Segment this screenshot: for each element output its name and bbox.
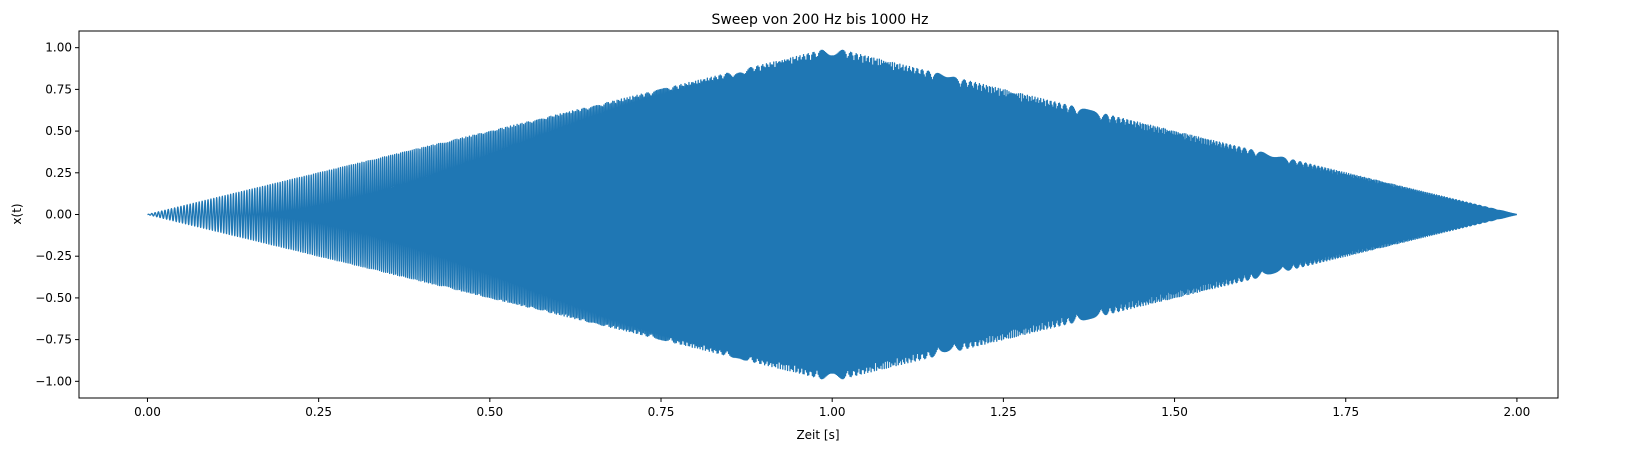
x-tick-label: 0.50	[476, 405, 503, 419]
x-tick-label: 2.00	[1504, 405, 1531, 419]
y-tick-label: 0.25	[45, 166, 72, 180]
y-tick-label: 0.50	[45, 124, 72, 138]
y-tick-label: 0.00	[45, 208, 72, 222]
y-tick-label: −1.00	[35, 374, 72, 388]
x-tick-label: 0.75	[648, 405, 675, 419]
x-tick-label: 1.00	[819, 405, 846, 419]
axes: 0.00 0.25 0.50 0.75 1.00 1.25 1.50 1.75 2.00 1.00…	[35, 30, 1559, 419]
x-tick-label: 1.75	[1332, 405, 1359, 419]
x-tick-label: 1.25	[990, 405, 1017, 419]
y-tick-label: −0.25	[35, 249, 72, 263]
x-tick-label: 0.25	[305, 405, 332, 419]
y-tick-label: 0.75	[45, 82, 72, 96]
plot-area	[146, 49, 1518, 380]
series-line-0	[146, 49, 1518, 380]
x-tick-label: 1.50	[1161, 405, 1188, 419]
y-axis-label: x(t)	[10, 203, 24, 224]
y-tick-label: −0.50	[35, 291, 72, 305]
y-tick-label: 1.00	[45, 41, 72, 55]
y-tick-label: −0.75	[35, 333, 72, 347]
chart-title: Sweep von 200 Hz bis 1000 Hz	[711, 12, 928, 28]
x-tick-label: 0.00	[134, 405, 161, 419]
x-axis-label: Zeit [s]	[796, 428, 839, 442]
